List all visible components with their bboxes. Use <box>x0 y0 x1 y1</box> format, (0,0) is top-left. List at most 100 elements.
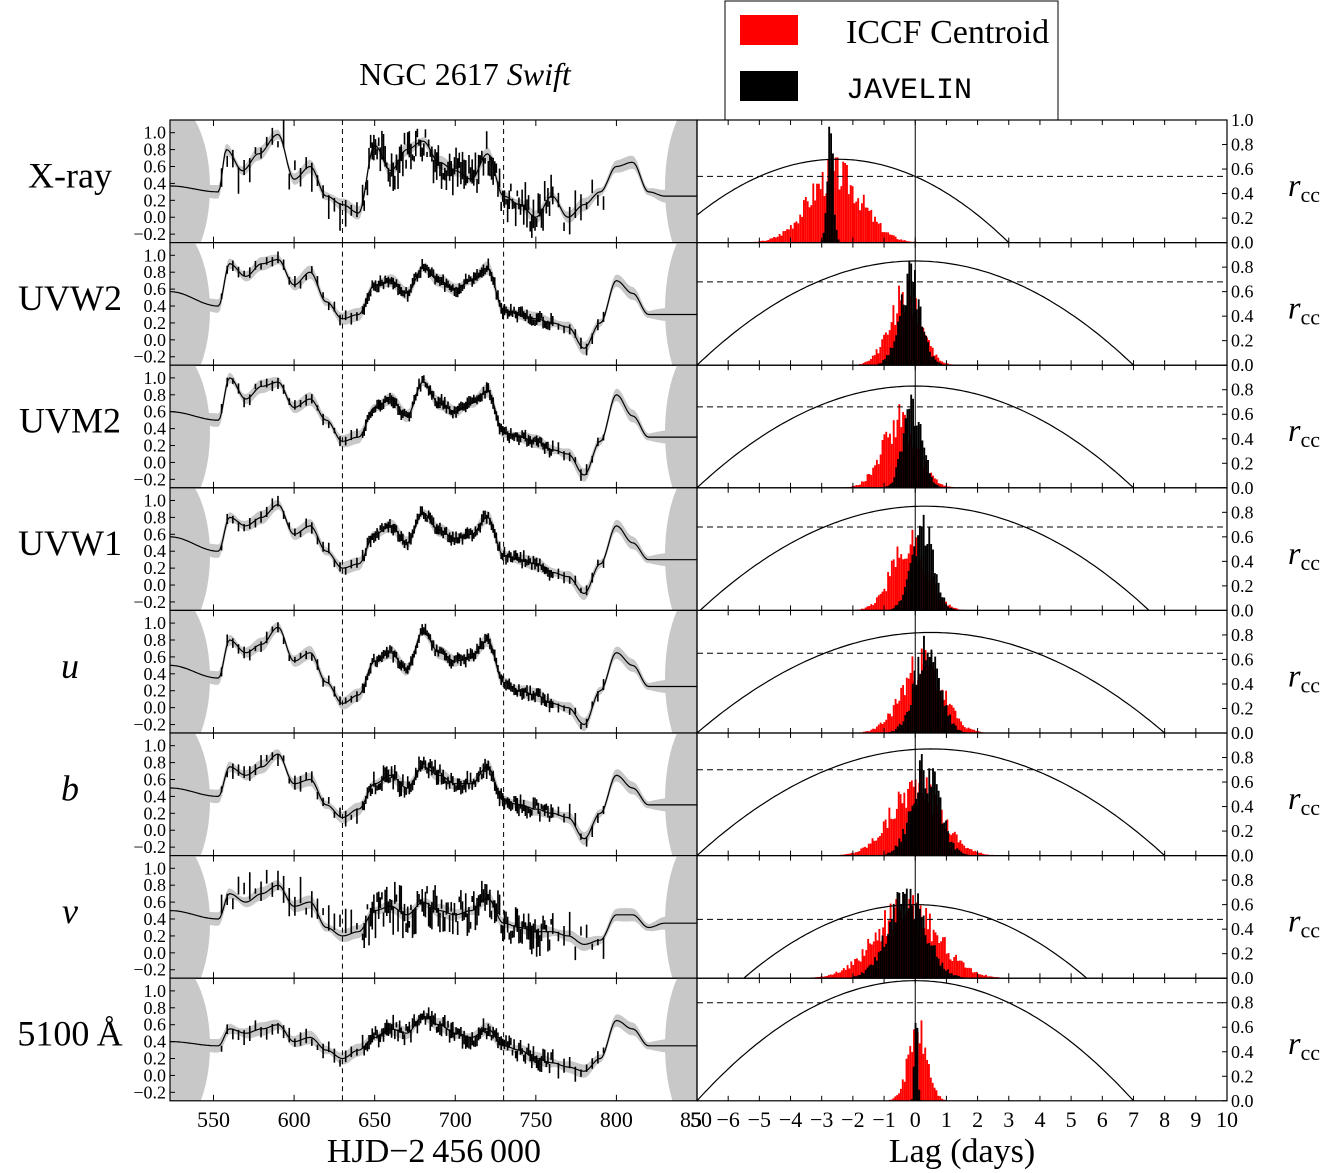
iccf-bar <box>866 207 869 243</box>
iccf-bar <box>842 968 845 979</box>
ytick-label: 0.6 <box>144 279 167 299</box>
iccf-bar <box>896 1095 899 1101</box>
model-curve <box>170 133 697 218</box>
model-band <box>170 622 697 732</box>
iccf-bar <box>874 603 876 611</box>
light-curve-frame <box>169 609 698 734</box>
javelin-bar <box>918 525 921 611</box>
javelin-bar <box>905 888 908 979</box>
javelin-bar <box>894 845 897 856</box>
iccf-bar <box>868 605 871 611</box>
javelin-bar <box>935 956 938 979</box>
rcc-label: rcc <box>1288 780 1320 820</box>
iccf-bar <box>808 207 811 243</box>
iccf-bar <box>973 729 976 733</box>
javelin-bar <box>924 660 927 733</box>
javelin-bar <box>937 958 940 979</box>
javelin-bar <box>915 684 918 733</box>
iccf-bar <box>857 485 860 488</box>
band-label: 5100 Å <box>17 1014 122 1054</box>
ytick-label: 0.4 <box>144 419 167 439</box>
ytick-label: 0.4 <box>144 786 167 806</box>
ytick-label: 0.4 <box>144 173 167 193</box>
ytick-label: 0.0 <box>1231 968 1254 988</box>
iccf-bar <box>814 200 817 243</box>
iccf-bar <box>879 722 882 733</box>
javelin-bar <box>939 592 942 611</box>
xtick-label: 5 <box>1066 1107 1077 1132</box>
ytick-label: 0.2 <box>144 313 167 333</box>
iccf-bar <box>870 944 873 979</box>
iccf-bar <box>872 941 875 979</box>
iccf-bar <box>968 848 971 856</box>
ytick-label: 0.8 <box>144 140 167 160</box>
iccf-bar <box>955 834 958 856</box>
left-xlabel: HJD−2 456 000 <box>327 1133 541 1170</box>
iccf-bar <box>874 932 877 979</box>
javelin-bar <box>887 933 890 979</box>
iccf-bar <box>786 229 789 243</box>
iccf-bar <box>818 976 821 979</box>
iccf-bar <box>881 591 884 611</box>
iccf-bar <box>868 731 871 733</box>
javelin-bar <box>885 355 888 366</box>
javelin-bar <box>958 729 961 733</box>
light-curve-frame <box>169 487 698 611</box>
rcc-label: rcc <box>1288 657 1320 697</box>
iccf-bar <box>857 198 860 243</box>
iccf-bar <box>854 852 857 856</box>
iccf-bar <box>972 851 975 856</box>
iccf-bar <box>877 837 880 856</box>
ytick-label: 0.6 <box>144 892 167 912</box>
javelin-bar <box>934 483 937 488</box>
iccf-bar <box>862 847 865 856</box>
iccf-bar <box>881 439 884 488</box>
javelin-bar <box>943 968 946 979</box>
ytick-label: 0.8 <box>1231 502 1254 522</box>
xtick-label: 8 <box>1159 1107 1170 1132</box>
javelin-bar <box>925 335 928 366</box>
iccf-bar <box>958 960 961 979</box>
javelin-bar <box>932 482 935 488</box>
iccf-bar <box>870 209 873 243</box>
iccf-bar <box>769 238 772 243</box>
iccf-bar <box>896 239 899 243</box>
iccf-bar <box>890 443 893 488</box>
javelin-bar <box>909 562 912 611</box>
light-curve-area-7 <box>170 978 697 1101</box>
iccf-bar <box>842 161 845 243</box>
javelin-bar <box>909 705 912 733</box>
iccf-bar <box>963 727 966 733</box>
model-edge-right <box>665 365 697 488</box>
javelin-bar <box>885 943 888 979</box>
iccf-bar <box>889 433 891 488</box>
ytick-label: 0.8 <box>1231 993 1254 1013</box>
light-curve-panel-0: −0.20.00.20.40.60.81.0 X-ray <box>28 119 698 244</box>
javelin-bar <box>947 606 949 611</box>
iccf-bar <box>836 157 839 243</box>
iccf-bar <box>879 835 881 856</box>
iccf-bar <box>776 236 779 243</box>
ytick-label: 0.6 <box>144 402 167 422</box>
javelin-bar <box>898 601 901 611</box>
javelin-bar <box>883 946 886 979</box>
iccf-bar <box>865 847 868 856</box>
xtick-label: −2 <box>841 1107 864 1132</box>
iccf-bar <box>894 236 897 243</box>
xtick-label: 50 <box>690 1107 712 1132</box>
javelin-bar <box>936 361 939 366</box>
band-label: UVM2 <box>19 401 121 441</box>
iccf-bar <box>864 481 867 488</box>
iccf-bar <box>945 953 948 979</box>
javelin-bar <box>896 846 899 856</box>
ytick-label: −0.2 <box>133 1082 166 1102</box>
javelin-bar <box>824 213 827 243</box>
ytick-label: 0.4 <box>1231 184 1254 204</box>
iccf-bar <box>960 960 963 979</box>
iccf-bar <box>970 968 972 979</box>
iccf-bar <box>937 1095 940 1101</box>
javelin-bar <box>947 715 950 733</box>
javelin-bar <box>895 335 898 366</box>
iccf-bar <box>839 972 842 979</box>
ytick-label: 0.6 <box>1231 1017 1254 1037</box>
